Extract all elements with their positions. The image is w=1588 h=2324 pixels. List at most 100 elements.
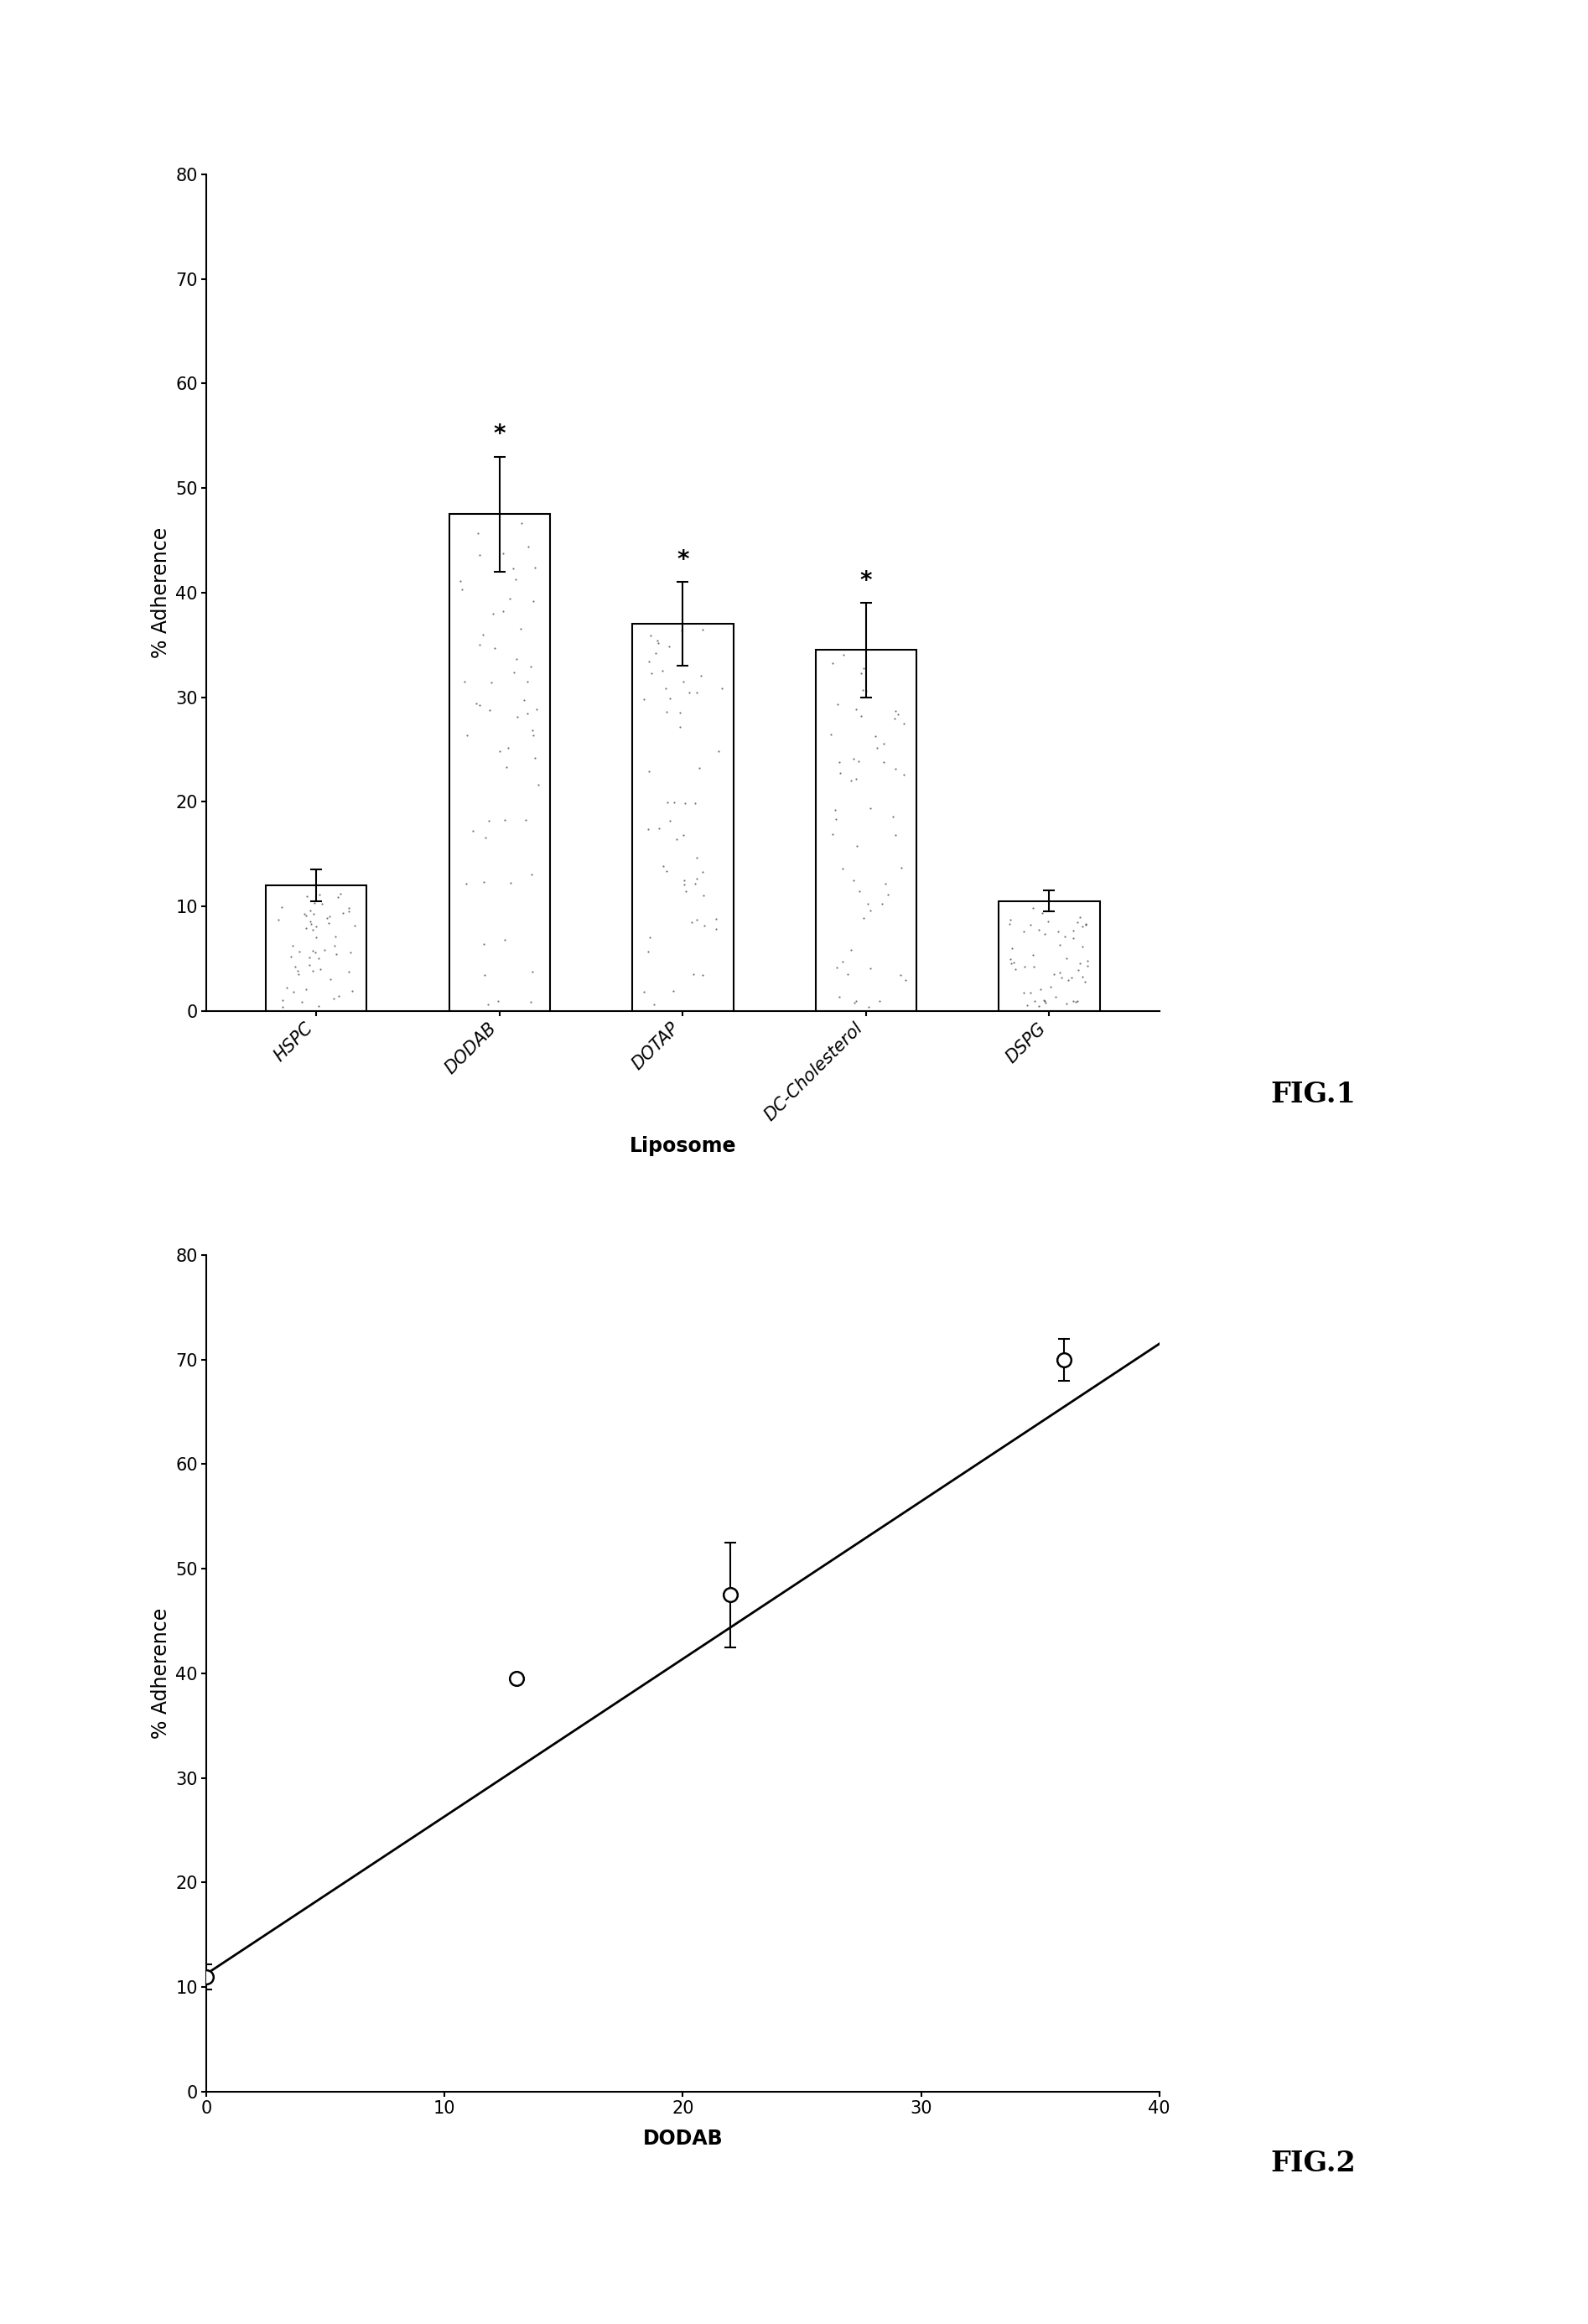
Point [1059,960,1085,997]
Point [279,927,305,964]
Point [297,946,322,983]
Point [310,885,335,923]
Point [829,944,854,981]
Point [1043,978,1069,1016]
Point [305,939,330,976]
Point [511,681,537,718]
Point [502,653,527,690]
Point [337,890,362,927]
Point [1032,983,1058,1020]
Point [883,751,908,788]
Point [465,514,491,551]
Point [1018,974,1043,1011]
Point [657,681,683,718]
Point [684,674,710,711]
Point [880,797,905,834]
Point [491,593,516,630]
Point [1061,913,1086,951]
Point [475,985,500,1023]
Point [268,888,294,925]
Point [819,644,845,681]
X-axis label: Liposome: Liposome [629,1136,737,1155]
Point [843,690,869,727]
Point [1046,925,1072,962]
Point [1039,969,1064,1006]
Point [326,978,351,1016]
Point [869,885,894,923]
Point [676,674,702,711]
Bar [632,625,734,1011]
Point [831,637,856,674]
Point [835,955,861,992]
Point [1032,983,1058,1020]
Point [826,978,851,1016]
Point [856,988,881,1025]
Point [522,548,548,586]
Point [300,932,326,969]
Point [1073,906,1099,944]
Point [1048,960,1073,997]
Point [672,816,697,853]
Point [326,878,351,916]
Point [521,718,546,755]
Point [848,697,873,734]
Point [519,855,545,892]
Point [299,904,324,941]
Point [1012,948,1037,985]
Point [823,799,848,837]
Point [270,988,295,1025]
Point [667,695,692,732]
Point [519,953,545,990]
Point [300,911,326,948]
Point [513,802,538,839]
Point [872,865,897,902]
Point [286,953,311,990]
Bar [999,902,1100,1011]
Point [1032,916,1058,953]
Point [270,983,295,1020]
Point [1010,913,1035,951]
Point [519,711,545,748]
Point [691,957,716,995]
Point [330,895,356,932]
Point [476,693,502,730]
Point [311,932,337,969]
Point [683,786,708,823]
Point [1053,939,1078,976]
Point [672,862,697,899]
Point [472,955,497,992]
Point [1026,911,1051,948]
Point [521,583,546,621]
Point [888,848,913,885]
Point [645,625,670,662]
Point [838,932,864,969]
Point [491,535,516,572]
Point [467,625,492,662]
Point [667,709,692,746]
Point [1027,971,1053,1009]
Point [630,681,656,718]
Point [467,537,492,574]
Point [292,895,318,932]
Point [472,862,497,899]
Point [324,937,349,974]
Point [710,669,735,706]
Point [461,813,486,851]
Point [1066,953,1091,990]
Point [322,918,348,955]
Point [478,665,503,702]
Point [827,755,853,792]
Point [294,971,319,1009]
Point [892,962,918,999]
Point [850,672,875,709]
Point [997,904,1023,941]
Point [1031,981,1056,1018]
Point [688,751,713,788]
Point [824,948,850,985]
Point [488,732,513,769]
Point [327,876,353,913]
Point [292,909,318,946]
Point [1054,962,1080,999]
X-axis label: DODAB: DODAB [643,2129,723,2150]
Point [1045,913,1070,951]
